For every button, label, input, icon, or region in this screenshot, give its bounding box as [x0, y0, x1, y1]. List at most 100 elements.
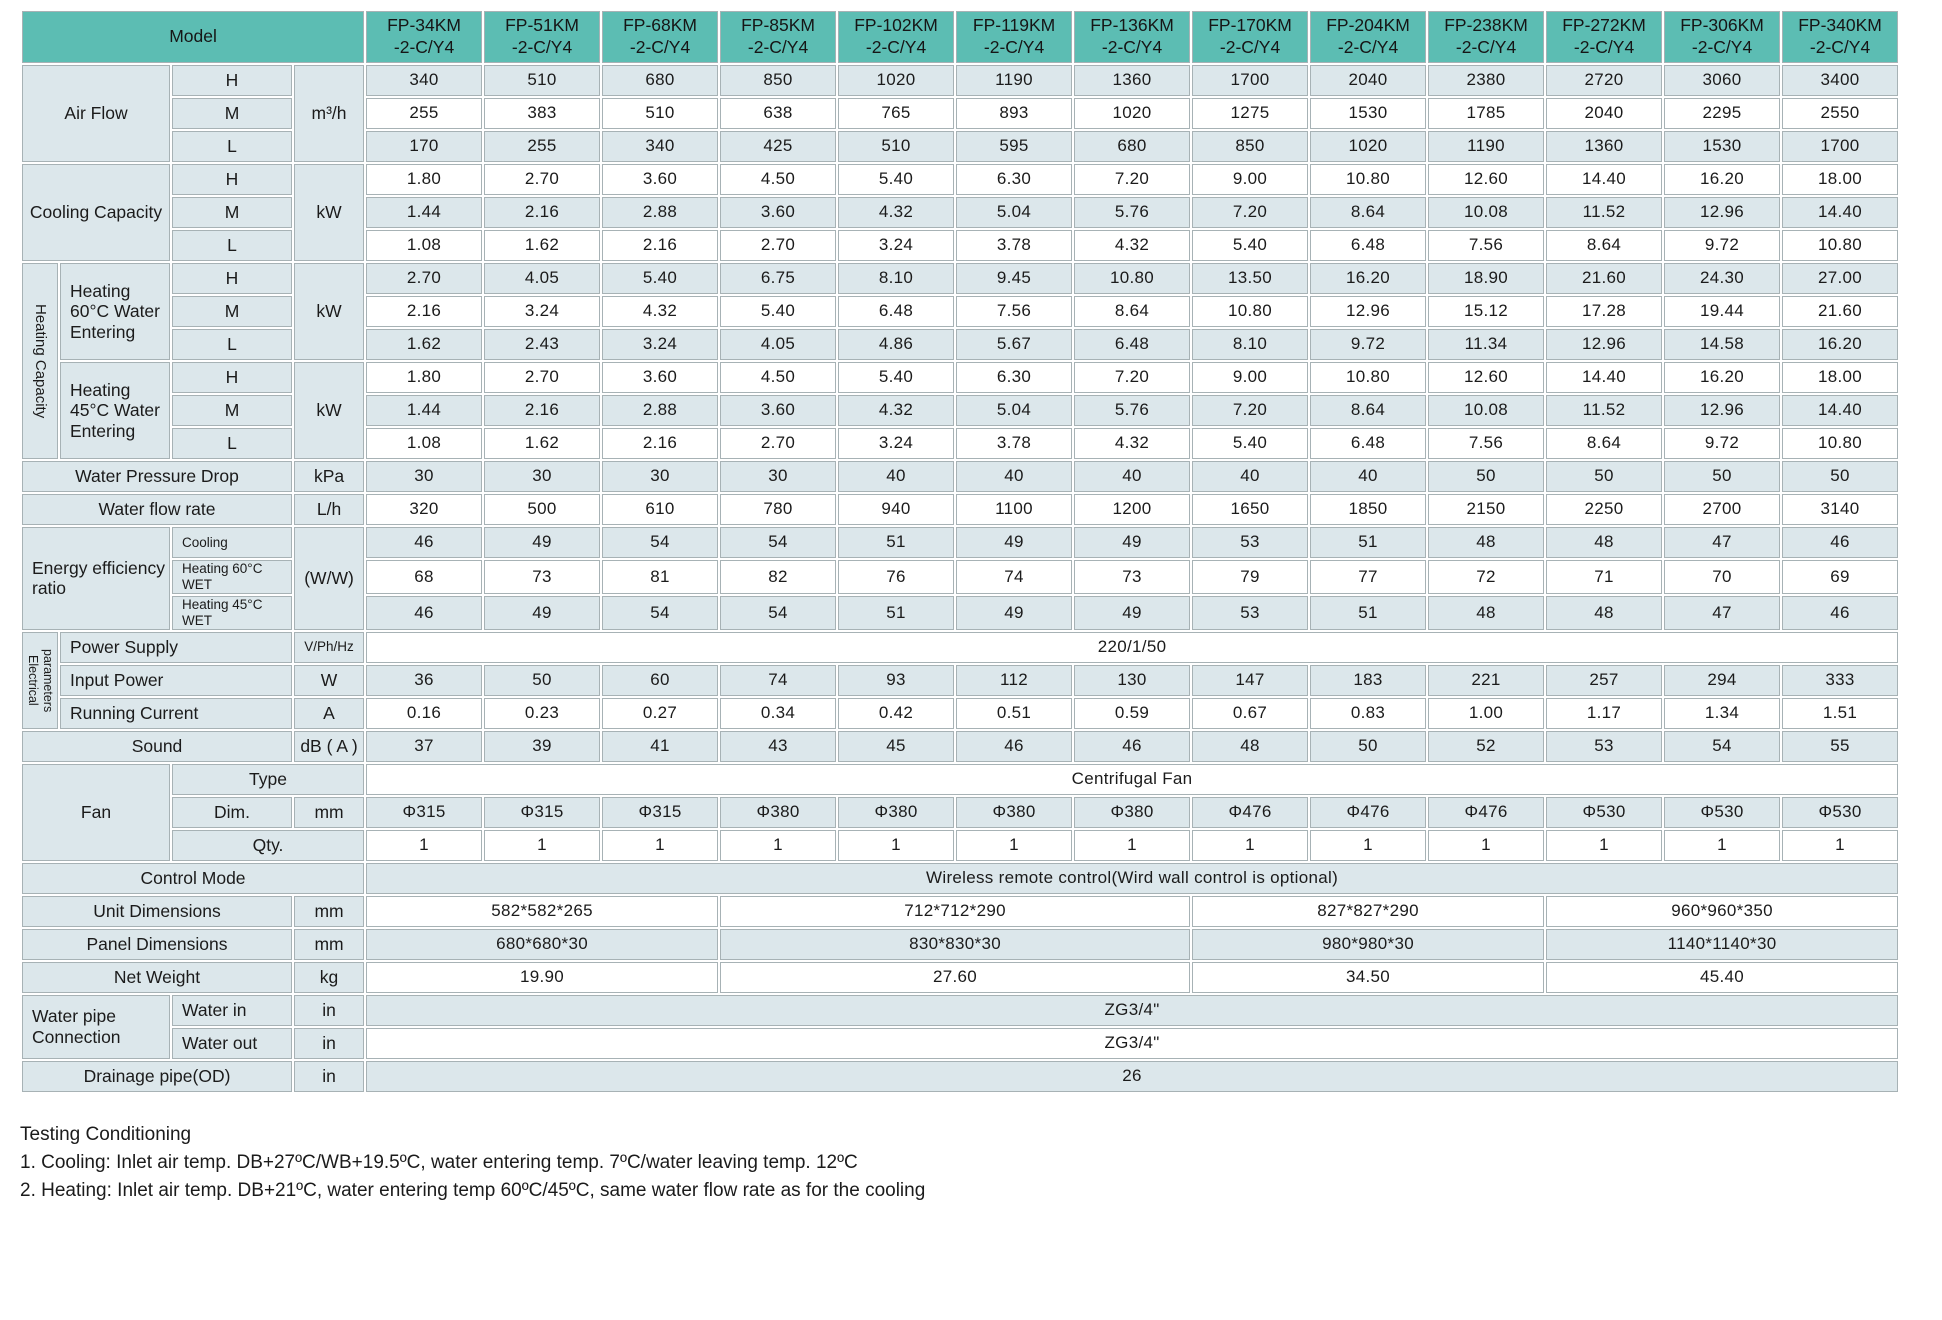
eer-heating60-value-8: 77	[1310, 560, 1427, 594]
heating60-l-value-10: 12.96	[1546, 329, 1663, 360]
cooling-h-value-9: 12.60	[1428, 164, 1545, 195]
eer-heating60-value-10: 71	[1546, 560, 1663, 594]
power-supply-label-2: V/Ph/Hz	[294, 631, 365, 663]
heating60-l-value-11: 14.58	[1664, 329, 1781, 360]
airflow-m-value-4: 765	[838, 98, 955, 129]
airflow-l-value-5: 595	[956, 131, 1073, 162]
table-row-drainage-pipe: Drainage pipe(OD) in 26	[22, 1060, 1899, 1092]
fan-dim-value-3: Φ380	[720, 796, 837, 828]
airflow-m-label-0: M	[172, 98, 292, 129]
model-name-line: FP-238KM	[1444, 15, 1528, 36]
model-name-line: FP-204KM	[1326, 15, 1410, 36]
cooling-h-value-12: 18.00	[1782, 164, 1899, 195]
panel-dimensions-span-value-3: 1140*1140*30	[1546, 928, 1899, 960]
input-power-value-10: 257	[1546, 664, 1663, 696]
model-name-line: -2-C/Y4	[1691, 37, 1753, 57]
eer-heating60-value-9: 72	[1428, 560, 1545, 594]
eer-cooling-value-3: 54	[720, 527, 837, 558]
airflow-h-value-11: 3060	[1664, 65, 1781, 96]
cooling-l-value-7: 5.40	[1192, 230, 1309, 261]
running-current-value-7: 0.67	[1192, 697, 1309, 729]
model-name-line: FP-34KM	[387, 15, 461, 36]
airflow-h-value-1: 510	[484, 65, 601, 96]
model-column-header-11: FP-306KM -2-C/Y4	[1664, 11, 1781, 63]
cooling-l-value-3: 2.70	[720, 230, 837, 261]
heating45-l-value-0: 1.08	[366, 428, 483, 459]
heating45-h-label-0: Heating 45°C Water Entering	[60, 362, 170, 459]
heating60-h-value-7: 13.50	[1192, 263, 1309, 294]
panel-dimensions-span-value-2: 980*980*30	[1192, 928, 1545, 960]
unit-dimensions-span-value-0: 582*582*265	[366, 895, 719, 927]
panel-dimensions-span-value-1: 830*830*30	[720, 928, 1191, 960]
sound-value-3: 43	[720, 730, 837, 762]
heating45-h-value-1: 2.70	[484, 362, 601, 393]
airflow-m-value-7: 1275	[1192, 98, 1309, 129]
water-pressure-drop-label-0: Water Pressure Drop	[22, 461, 292, 492]
eer-cooling-label-1: Cooling	[172, 527, 292, 558]
heating45-m-value-5: 5.04	[956, 395, 1073, 426]
heating45-m-value-4: 4.32	[838, 395, 955, 426]
heating45-h-value-5: 6.30	[956, 362, 1073, 393]
eer-heating60-value-11: 70	[1664, 560, 1781, 594]
eer-heating45-value-11: 47	[1664, 595, 1781, 630]
input-power-value-4: 93	[838, 664, 955, 696]
heating60-m-value-1: 3.24	[484, 296, 601, 327]
net-weight-label-0: Net Weight	[22, 961, 292, 993]
input-power-value-2: 60	[602, 664, 719, 696]
model-column-header-2: FP-68KM -2-C/Y4	[602, 11, 719, 63]
model-column-header-3: FP-85KM -2-C/Y4	[720, 11, 837, 63]
airflow-m-value-5: 893	[956, 98, 1073, 129]
heating60-h-value-11: 24.30	[1664, 263, 1781, 294]
cooling-m-value-2: 2.88	[602, 197, 719, 228]
fan-qty-value-12: 1	[1782, 829, 1899, 861]
control-mode-span-value-0: Wireless remote control(Wird wall contro…	[366, 862, 1899, 894]
table-row-fan-dim: Dim. mm Φ315 Φ315 Φ315 Φ380 Φ380 Φ380 Φ380 Φ476 Φ4…	[22, 796, 1899, 828]
model-name-line: -2-C/Y4	[865, 37, 927, 57]
heating60-h-value-10: 21.60	[1546, 263, 1663, 294]
heating60-h-value-3: 6.75	[720, 263, 837, 294]
heating60-h-value-8: 16.20	[1310, 263, 1427, 294]
table-row-water-flow-rate: Water flow rate L/h 320 500 610 780 940 1100 120…	[22, 494, 1899, 525]
model-column-header-7: FP-170KM -2-C/Y4	[1192, 11, 1309, 63]
cooling-h-value-3: 4.50	[720, 164, 837, 195]
table-row-net-weight: Net Weight kg 19.90 27.60 34.50 45.40	[22, 961, 1899, 993]
fan-qty-value-7: 1	[1192, 829, 1309, 861]
eer-cooling-value-5: 49	[956, 527, 1073, 558]
airflow-l-value-0: 170	[366, 131, 483, 162]
heating45-h-value-3: 4.50	[720, 362, 837, 393]
cooling-m-value-7: 7.20	[1192, 197, 1309, 228]
cooling-h-value-0: 1.80	[366, 164, 483, 195]
fan-dim-value-10: Φ530	[1546, 796, 1663, 828]
model-name-line: -2-C/Y4	[1809, 37, 1871, 57]
heating45-h-value-8: 10.80	[1310, 362, 1427, 393]
water-flow-rate-value-12: 3140	[1782, 494, 1899, 525]
model-name-line: FP-51KM	[505, 15, 579, 36]
heating60-m-value-3: 5.40	[720, 296, 837, 327]
heating45-h-value-9: 12.60	[1428, 362, 1545, 393]
heating60-l-value-7: 8.10	[1192, 329, 1309, 360]
airflow-h-label-1: H	[172, 65, 292, 96]
water-pressure-drop-value-11: 50	[1664, 461, 1781, 492]
running-current-value-1: 0.23	[484, 697, 601, 729]
model-name-line: -2-C/Y4	[1101, 37, 1163, 57]
table-row-airflow-m: M 255 383 510 638 765 893 1020 1275 1530 1785 2040 2…	[22, 98, 1899, 129]
sound-value-8: 50	[1310, 730, 1427, 762]
net-weight-span-value-2: 34.50	[1192, 961, 1545, 993]
airflow-h-value-12: 3400	[1782, 65, 1899, 96]
water-flow-rate-value-7: 1650	[1192, 494, 1309, 525]
table-row-running-current: Running Current A 0.16 0.23 0.27 0.34 0.42 0.51…	[22, 697, 1899, 729]
table-row-cooling-m: M 1.44 2.16 2.88 3.60 4.32 5.04 5.76 7.20 8.64 10.…	[22, 197, 1899, 228]
heating45-l-value-6: 4.32	[1074, 428, 1191, 459]
input-power-value-11: 294	[1664, 664, 1781, 696]
fan-dim-value-11: Φ530	[1664, 796, 1781, 828]
airflow-l-value-8: 1020	[1310, 131, 1427, 162]
fan-type-span-value-0: Centrifugal Fan	[366, 763, 1899, 795]
table-row-sound: Sound dB ( A ) 37 39 41 43 45 46 46 48 50 52 53 54 55	[22, 730, 1899, 762]
model-column-header-10: FP-272KM -2-C/Y4	[1546, 11, 1663, 63]
heating45-l-value-9: 7.56	[1428, 428, 1545, 459]
notes: Testing Conditioning 1. Cooling: Inlet a…	[20, 1121, 1942, 1205]
running-current-value-12: 1.51	[1782, 697, 1899, 729]
eer-heating45-value-12: 46	[1782, 595, 1899, 630]
fan-qty-value-2: 1	[602, 829, 719, 861]
